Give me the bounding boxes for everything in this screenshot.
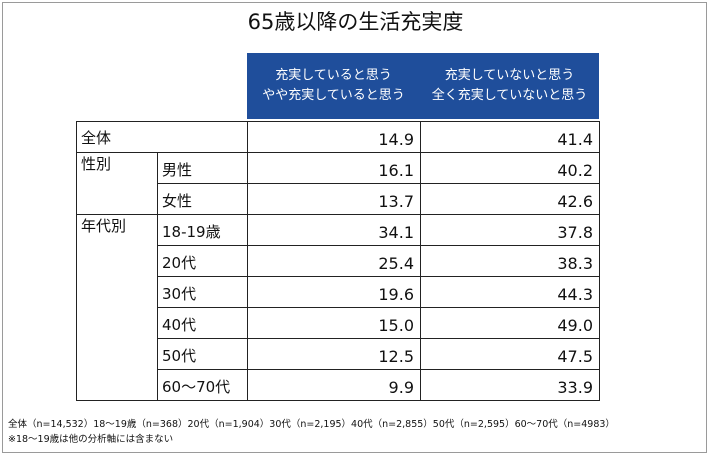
cell-age-30-satisfied: 19.6 xyxy=(247,276,421,308)
cell-male-satisfied: 16.1 xyxy=(247,152,421,184)
column-header-not-satisfied-line2: 全く充実していないと思う xyxy=(431,88,588,103)
table-row: 30代 19.6 44.3 xyxy=(77,276,600,308)
cell-female-not-satisfied: 42.6 xyxy=(420,183,600,215)
cell-age-60-70-satisfied: 9.9 xyxy=(247,369,421,401)
group-label-gender: 性別 xyxy=(76,152,158,215)
cell-age-20-not-satisfied: 38.3 xyxy=(420,245,600,277)
footnotes: 全体（n=14,532）18〜19歳（n=368）20代（n=1,904）30代… xyxy=(8,417,615,447)
row-label-age-18-19: 18-19歳 xyxy=(157,214,248,246)
cell-age-40-satisfied: 15.0 xyxy=(247,307,421,339)
row-label-age-20: 20代 xyxy=(157,245,248,277)
chart-title: 65歳以降の生活充実度 xyxy=(247,10,464,34)
cell-age-18-19-not-satisfied: 37.8 xyxy=(420,214,600,246)
table-row: 年代別 18-19歳 34.1 37.8 xyxy=(76,214,600,401)
row-label-total: 全体 xyxy=(76,121,248,153)
column-header-satisfied-line1: 充実していると思う xyxy=(275,68,392,83)
image-frame xyxy=(2,2,707,453)
table-row: 性別 男性 16.1 40.2 xyxy=(76,152,600,215)
footnote-sample-sizes: 全体（n=14,532）18〜19歳（n=368）20代（n=1,904）30代… xyxy=(8,419,615,430)
table-row: 全体 14.9 41.4 xyxy=(76,121,600,153)
table-row: 50代 12.5 47.5 xyxy=(77,338,600,370)
footnote-caveat: ※18〜19歳は他の分析軸には含まない xyxy=(8,434,174,445)
group-label-age: 年代別 xyxy=(76,214,158,401)
row-label-age-40: 40代 xyxy=(157,307,248,339)
cell-female-satisfied: 13.7 xyxy=(247,183,421,215)
cell-age-40-not-satisfied: 49.0 xyxy=(420,307,600,339)
row-label-male: 男性 xyxy=(157,152,248,184)
column-header-satisfied: 充実していると思う やや充実していると思う xyxy=(247,53,420,119)
row-label-age-30: 30代 xyxy=(157,276,248,308)
table-row: 60〜70代 9.9 33.9 xyxy=(77,369,600,401)
cell-age-18-19-satisfied: 34.1 xyxy=(247,214,421,246)
row-label-female: 女性 xyxy=(157,183,248,215)
cell-age-30-not-satisfied: 44.3 xyxy=(420,276,600,308)
row-label-age-50: 50代 xyxy=(157,338,248,370)
cell-age-20-satisfied: 25.4 xyxy=(247,245,421,277)
cell-total-not-satisfied: 41.4 xyxy=(420,121,600,153)
data-table: 全体 14.9 41.4 性別 男性 16.1 40.2 女性 13.7 42.… xyxy=(76,121,600,401)
column-header-not-satisfied-line1: 充実していないと思う xyxy=(444,68,575,83)
cell-total-satisfied: 14.9 xyxy=(247,121,421,153)
row-label-age-60-70: 60〜70代 xyxy=(157,369,248,401)
column-header-satisfied-line2: やや充実していると思う xyxy=(262,88,405,103)
cell-age-50-satisfied: 12.5 xyxy=(247,338,421,370)
table-row: 女性 13.7 42.6 xyxy=(77,183,600,215)
column-header-not-satisfied: 充実していないと思う 全く充実していないと思う xyxy=(420,53,599,119)
cell-age-60-70-not-satisfied: 33.9 xyxy=(420,369,600,401)
cell-male-not-satisfied: 40.2 xyxy=(420,152,600,184)
cell-age-50-not-satisfied: 47.5 xyxy=(420,338,600,370)
